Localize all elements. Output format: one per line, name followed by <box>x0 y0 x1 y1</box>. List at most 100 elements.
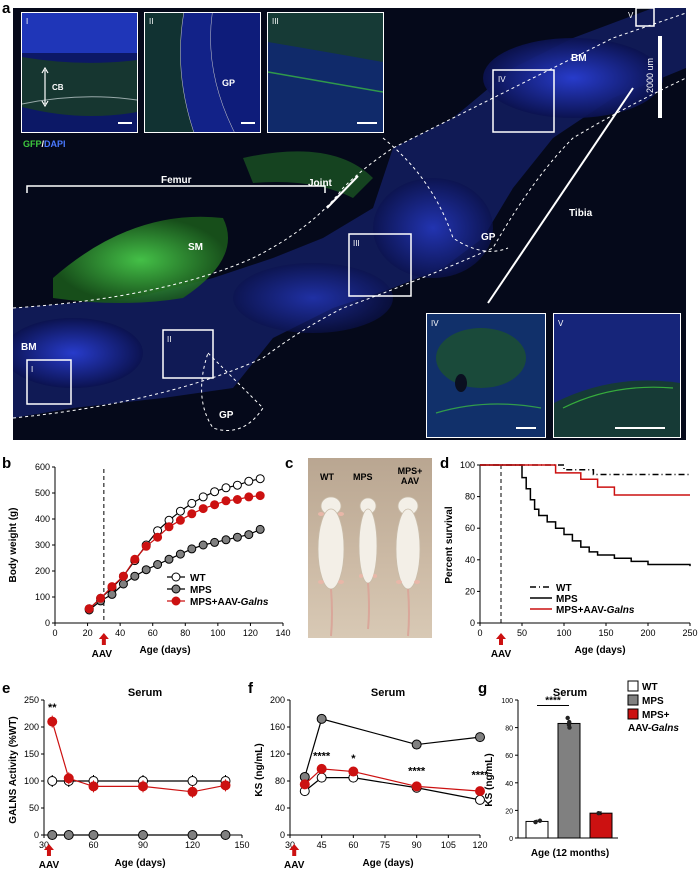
y-tick-label: 160 <box>270 722 285 732</box>
data-point <box>188 831 197 840</box>
legend-label: WT <box>190 573 206 584</box>
legend-label: WT <box>642 682 658 693</box>
y-tick-label: 0 <box>470 618 475 628</box>
legend-label: MPS <box>642 696 664 707</box>
y-tick-label: 0 <box>45 618 50 628</box>
y-tick-label: 200 <box>35 566 50 576</box>
x-tick-label: 200 <box>640 628 655 638</box>
x-axis-title: Age (days) <box>139 645 190 656</box>
data-point <box>300 780 309 789</box>
data-point <box>412 782 421 791</box>
data-point <box>119 572 127 580</box>
x-tick-label: 100 <box>556 628 571 638</box>
y-tick-label: 250 <box>24 695 39 705</box>
data-point <box>233 533 241 541</box>
data-point <box>349 767 358 776</box>
y-tick-label: 20 <box>505 808 513 815</box>
x-tick-label: 0 <box>477 628 482 638</box>
legend-label: MPS+AAV-Galns <box>190 597 269 608</box>
data-point <box>211 488 219 496</box>
legend-swatch <box>628 709 638 719</box>
femur-bracket <box>27 186 325 193</box>
inset-label-iv: IV <box>431 319 439 328</box>
data-point <box>154 561 162 569</box>
bar-WT <box>526 821 548 838</box>
roi-label-i: I <box>31 365 33 374</box>
data-dot <box>538 819 542 823</box>
x-tick-label: 0 <box>52 628 57 638</box>
data-point <box>89 831 98 840</box>
y-axis-title: KS (ng/mL) <box>484 753 495 806</box>
legend-marker <box>172 573 180 581</box>
data-point <box>199 493 207 501</box>
x-tick-label: 60 <box>88 840 98 850</box>
y-axis-title: GALNS Activity (%WT) <box>8 716 19 823</box>
photo-label-mps-aav: MPS+ AAV <box>391 466 429 486</box>
label-gp-tibia: GP <box>481 232 496 243</box>
survival-curve-MPS <box>480 465 690 566</box>
data-point <box>221 781 230 790</box>
x-tick-label: 120 <box>243 628 258 638</box>
x-tick-label: 20 <box>83 628 93 638</box>
data-point <box>222 536 230 544</box>
y-tick-label: 0 <box>34 830 39 840</box>
significance-marker: * <box>351 753 356 765</box>
data-point <box>221 831 230 840</box>
scale-bar <box>658 36 662 118</box>
aav-text: AAV <box>284 860 305 871</box>
data-point <box>108 583 116 591</box>
data-point <box>188 545 196 553</box>
y-tick-label: 100 <box>460 460 475 470</box>
label-bm-femur: BM <box>21 342 37 353</box>
label-gp-inset: GP <box>222 78 235 88</box>
x-tick-label: 105 <box>441 840 456 850</box>
data-point <box>188 510 196 518</box>
y-tick-label: 60 <box>505 753 513 760</box>
y-tick-label: 100 <box>35 592 50 602</box>
legend-swatch <box>628 681 638 691</box>
data-point <box>85 605 93 613</box>
x-tick-label: 75 <box>380 840 390 850</box>
bar-MPS <box>558 723 580 838</box>
inset-label-iii: III <box>272 17 279 26</box>
inset-label-v: V <box>558 319 564 328</box>
aav-text: AAV <box>92 649 113 660</box>
legend-label: MPS+AAV-Galns <box>556 605 635 616</box>
y-tick-label: 500 <box>35 488 50 498</box>
x-tick-label: 60 <box>148 628 158 638</box>
legend-label: WT <box>556 583 572 594</box>
y-tick-label: 200 <box>24 722 39 732</box>
inset-v-bottom: V <box>553 313 681 438</box>
bar-MPS+AAV-Galns <box>590 813 612 838</box>
data-point <box>245 531 253 539</box>
data-point <box>188 787 197 796</box>
data-point <box>139 782 148 791</box>
data-point <box>64 774 73 783</box>
y-tick-label: 0 <box>509 836 513 843</box>
data-point <box>188 777 197 786</box>
chart-title: Serum <box>371 687 405 699</box>
inset-ii-top: II GP <box>144 12 261 133</box>
scale-label: 2000 um <box>645 58 655 93</box>
aav-arrow <box>99 633 109 645</box>
data-point <box>412 740 421 749</box>
y-axis-title: Percent survival <box>444 506 455 583</box>
data-point <box>108 590 116 598</box>
chart-g-ks-bar: 020406080100Age (12 months)KS (ng/mL)Ser… <box>478 680 699 872</box>
significance-marker: **** <box>313 750 331 762</box>
data-point <box>176 507 184 515</box>
label-gp-femur: GP <box>219 410 234 421</box>
inset-label-i: I <box>26 17 28 26</box>
legend-label: AAV-Galns <box>628 723 679 734</box>
x-tick-label: 150 <box>598 628 613 638</box>
stain-legend: GFP/DAPI <box>23 139 66 149</box>
x-tick-label: 45 <box>317 840 327 850</box>
legend-marker <box>172 585 180 593</box>
data-point <box>317 773 326 782</box>
legend-marker <box>172 597 180 605</box>
y-tick-label: 300 <box>35 540 50 550</box>
y-tick-label: 100 <box>24 776 39 786</box>
photo-label-wt: WT <box>320 472 334 482</box>
y-tick-label: 200 <box>270 695 285 705</box>
x-tick-label: 90 <box>138 840 148 850</box>
